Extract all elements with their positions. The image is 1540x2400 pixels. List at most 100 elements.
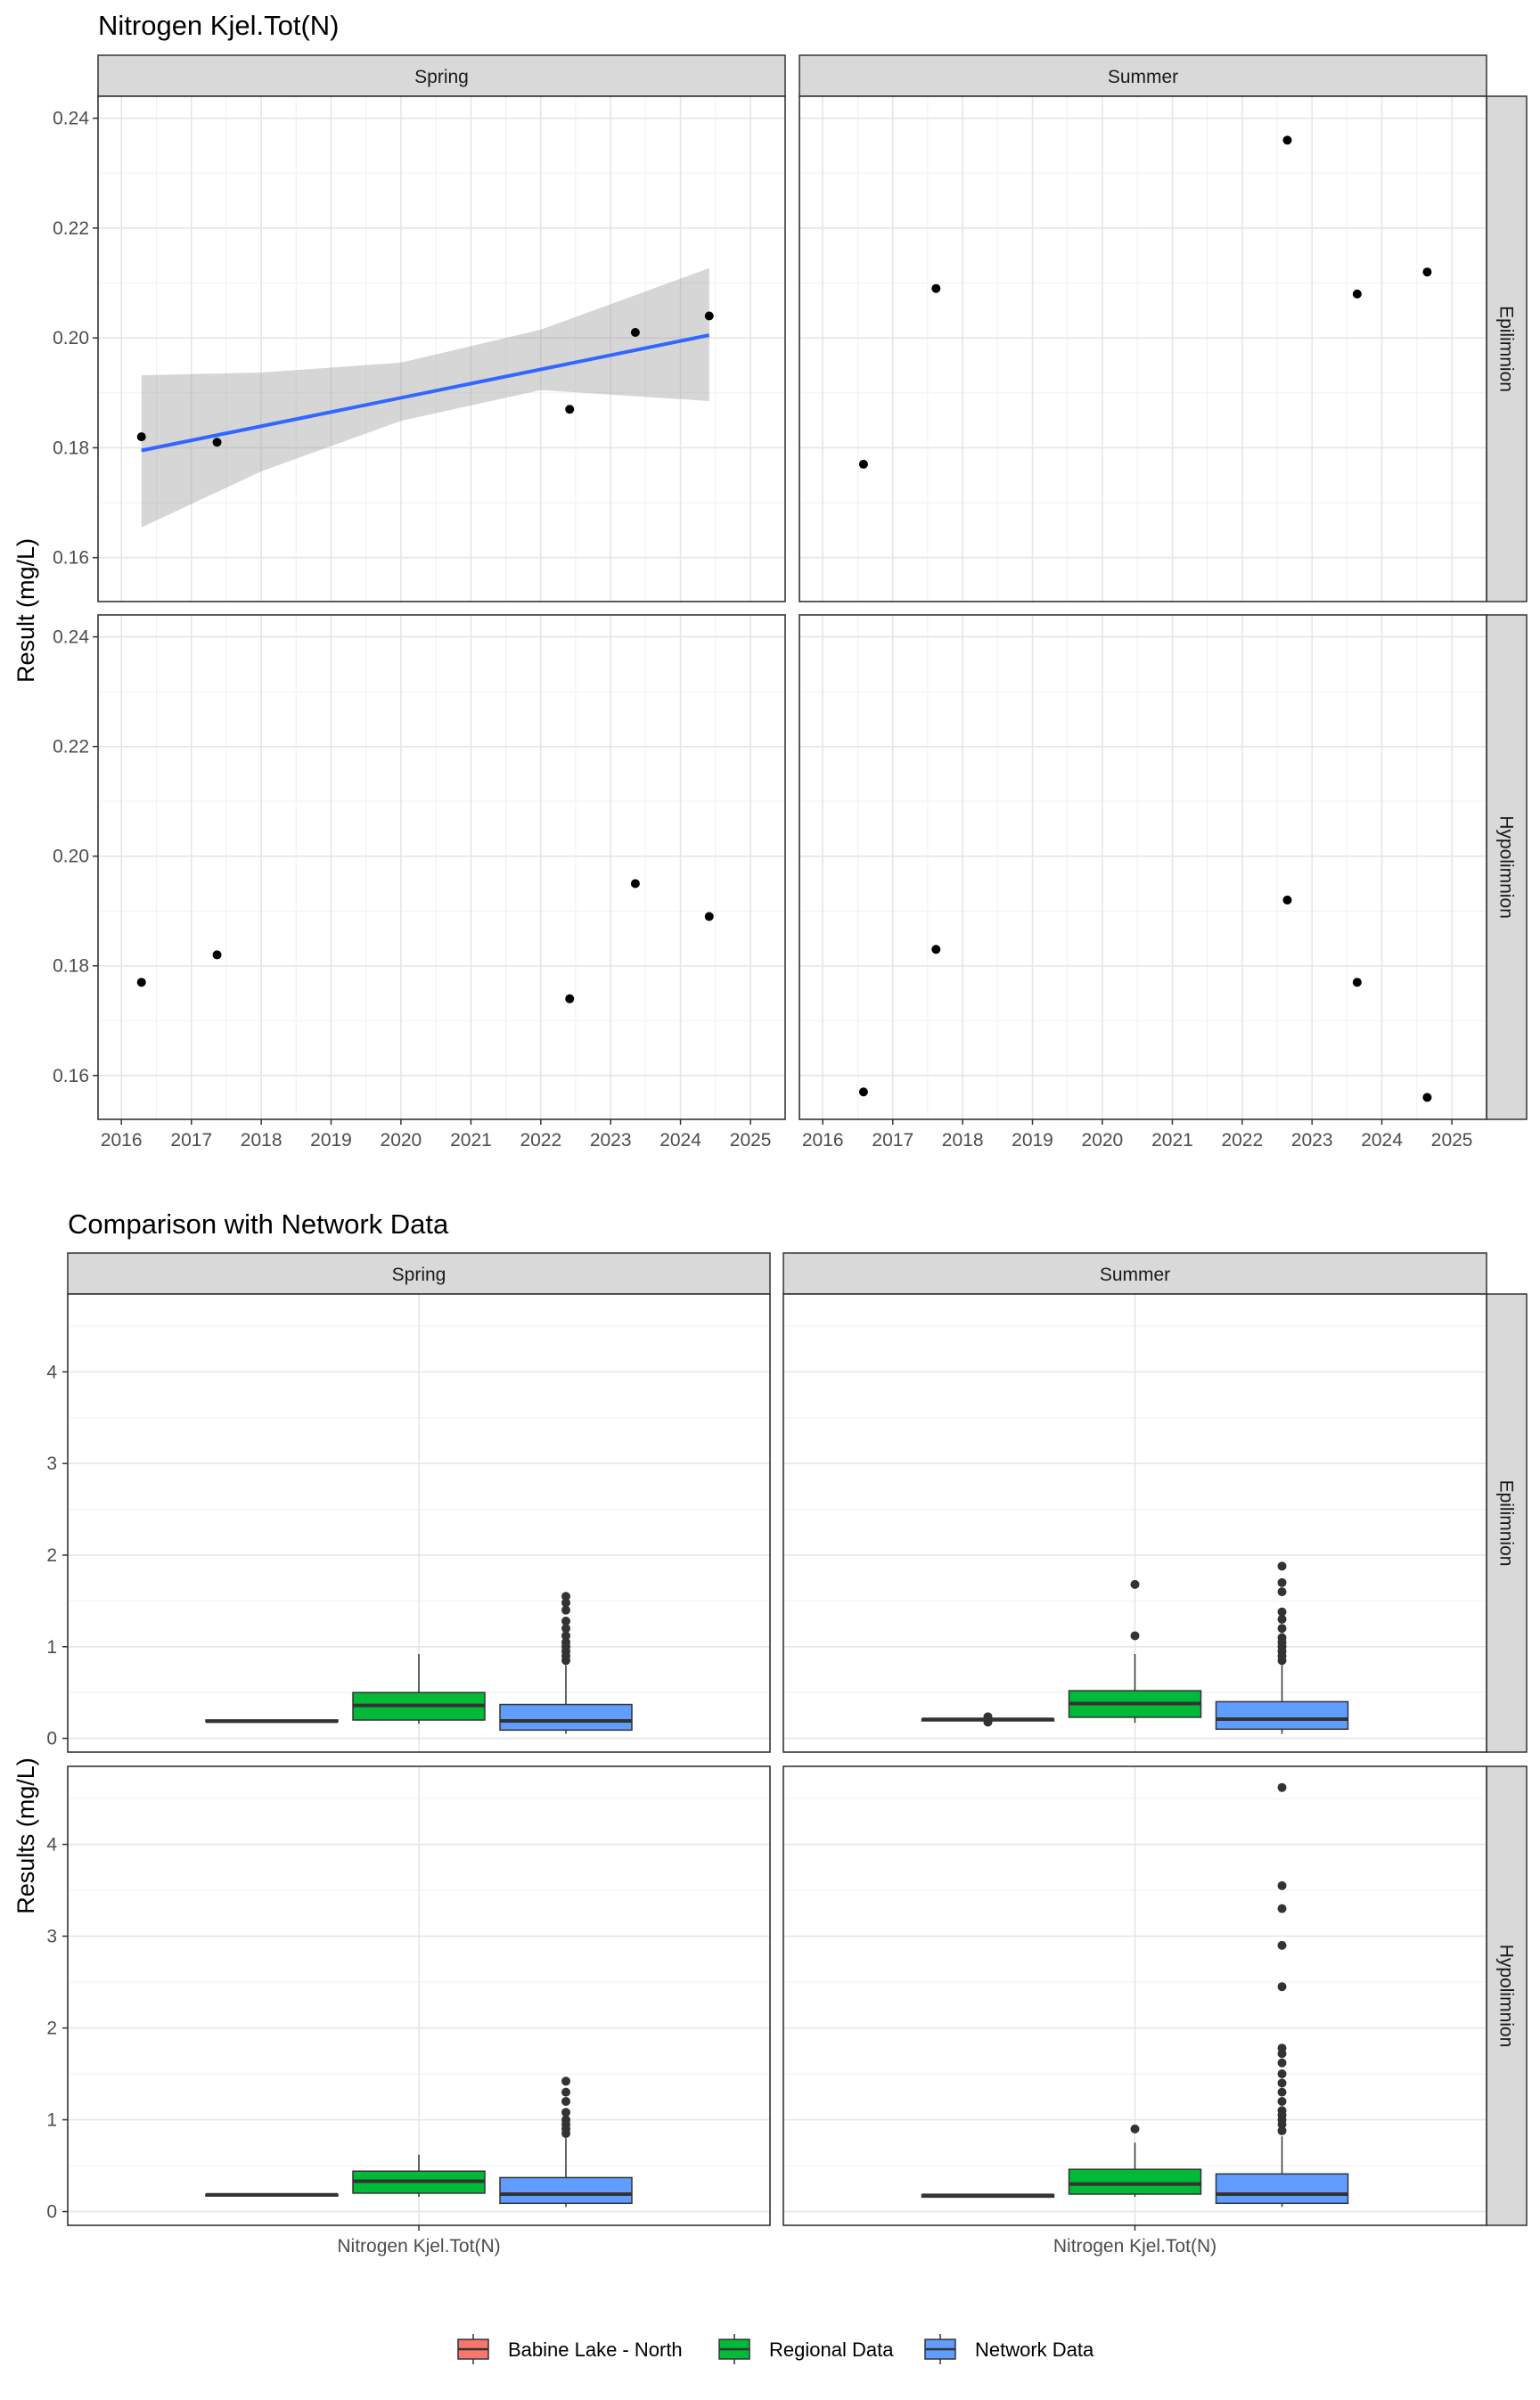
- y-tick-label: 1: [46, 1637, 57, 1658]
- outlier-point: [1277, 1624, 1287, 1634]
- trend-line: [141, 333, 710, 453]
- outlier-point: [1277, 1587, 1287, 1597]
- outlier-point: [1277, 2044, 1287, 2053]
- outlier-point: [1277, 2106, 1287, 2116]
- panel-summer-hypolimnion: [799, 614, 1487, 1120]
- legend-item-babine-lake-north: Babine Lake - North: [457, 2334, 683, 2364]
- boxplot-babine-lake-north: [205, 2192, 339, 2197]
- outlier-point: [561, 2076, 570, 2086]
- boxplot-regional-data: [352, 2154, 486, 2198]
- data-point: [931, 283, 941, 293]
- x-tick-label: Nitrogen Kjel.Tot(N): [337, 2236, 500, 2257]
- outlier-point: [1277, 1561, 1287, 1571]
- outlier-point: [1277, 2058, 1287, 2068]
- y-tick-label: 0.20: [53, 847, 89, 867]
- outlier-point: [561, 1624, 570, 1634]
- box: [499, 1703, 633, 1732]
- data-point: [858, 1087, 868, 1097]
- x-tick-label: 2024: [659, 1130, 701, 1151]
- boxplot-regional-data: [1068, 1579, 1202, 1724]
- outlier-point: [561, 1616, 570, 1626]
- data-point: [931, 945, 941, 954]
- data-point: [630, 328, 640, 338]
- box: [499, 2176, 633, 2205]
- outlier-point: [561, 1592, 570, 1601]
- x-tick-label: 2025: [730, 1130, 772, 1151]
- y-tick-label: 0.24: [53, 627, 89, 648]
- outlier-point: [561, 2108, 570, 2117]
- x-tick-label: 2023: [1291, 1130, 1333, 1151]
- outlier-point: [1277, 1607, 1287, 1617]
- outlier-point: [1277, 2087, 1287, 2097]
- y-tick-label: 0.16: [53, 1066, 89, 1086]
- x-tick-label: 2018: [241, 1130, 283, 1151]
- boxplot-network-data: [1215, 1782, 1349, 2208]
- outlier-point: [561, 2096, 570, 2106]
- panel-summer-epilimnion: [799, 95, 1487, 602]
- data-point: [212, 950, 222, 960]
- panel-spring-hypolimnion: [97, 614, 786, 1120]
- data-point: [1282, 895, 1292, 905]
- data-point: [136, 978, 146, 987]
- data-point: [1352, 289, 1362, 299]
- panel-border: [799, 95, 1487, 602]
- outlier-point: [1277, 1633, 1287, 1642]
- data-point: [704, 912, 714, 922]
- panel-border: [67, 1293, 771, 1753]
- boxplot-regional-data: [352, 1654, 486, 1724]
- outlier-point: [1130, 1579, 1140, 1589]
- outlier-point: [983, 1712, 993, 1722]
- outlier-point: [561, 1637, 570, 1647]
- x-tick-label: 2019: [1012, 1130, 1053, 1151]
- x-tick-label: 2017: [170, 1130, 212, 1151]
- y-tick-label: 2: [46, 2019, 57, 2039]
- data-point: [136, 432, 146, 442]
- outlier-point: [1277, 2078, 1287, 2088]
- box: [1215, 1700, 1349, 1731]
- outlier-point: [561, 1598, 570, 1608]
- panel-border: [782, 1293, 1487, 1753]
- faceted-scatter-chart: Spring Summer Epilimnion Hypolimnion 0.16 0.1…: [53, 54, 1528, 1151]
- confidence-ribbon: [141, 267, 709, 528]
- facet-strip-epilimnion: [1486, 95, 1528, 602]
- outlier-point: [561, 1631, 570, 1641]
- chart-title-1: Nitrogen Kjel.Tot(N): [98, 10, 339, 41]
- panel-border: [97, 95, 786, 602]
- panel-spring-hypolimnion: [67, 1765, 771, 2226]
- facet-label-spring: Spring: [414, 67, 469, 87]
- facet-strip-spring: [97, 54, 786, 97]
- boxplot-network-data: [1215, 1561, 1349, 1734]
- y-tick-label: 3: [46, 1454, 57, 1474]
- data-point: [1352, 978, 1362, 987]
- outlier-point: [1277, 1880, 1287, 1890]
- data-point: [1422, 1093, 1432, 1102]
- facet-label-summer: Summer: [1100, 1265, 1170, 1285]
- y-tick-label: 0.22: [53, 218, 89, 239]
- outlier-point: [561, 2115, 570, 2125]
- facet-label-hypolimnion: Hypolimnion: [1496, 1945, 1517, 2048]
- y-tick-label: 3: [46, 1927, 57, 1947]
- y-tick-label: 2: [46, 1545, 57, 1566]
- legend-item-network-data: Network Data: [924, 2334, 1094, 2364]
- x-tick-label: 2019: [310, 1130, 352, 1151]
- x-tick-label: 2024: [1361, 1130, 1403, 1151]
- facet-strip-summer: [782, 1252, 1487, 1295]
- x-tick-label: 2021: [1151, 1130, 1193, 1151]
- data-point: [565, 405, 575, 414]
- panel-summer-epilimnion: [782, 1293, 1487, 1753]
- x-tick-label: 2016: [101, 1130, 143, 1151]
- facet-strip-spring: [67, 1252, 771, 1295]
- data-point: [1422, 267, 1432, 277]
- y-tick-label: 0: [46, 1729, 57, 1749]
- outlier-point: [1130, 1631, 1140, 1641]
- chart-title-2: Comparison with Network Data: [68, 1208, 449, 1240]
- facet-strip-summer: [799, 54, 1487, 97]
- y-axis-label-1: Result (mg/L): [12, 538, 39, 683]
- facet-label-epilimnion: Epilimnion: [1496, 1480, 1517, 1567]
- boxplot-regional-data: [1068, 2124, 1202, 2198]
- y-tick-label: 0.18: [53, 438, 89, 458]
- x-tick-label: 2025: [1431, 1130, 1473, 1151]
- outlier-point: [561, 1605, 570, 1615]
- panel-border: [97, 614, 786, 1120]
